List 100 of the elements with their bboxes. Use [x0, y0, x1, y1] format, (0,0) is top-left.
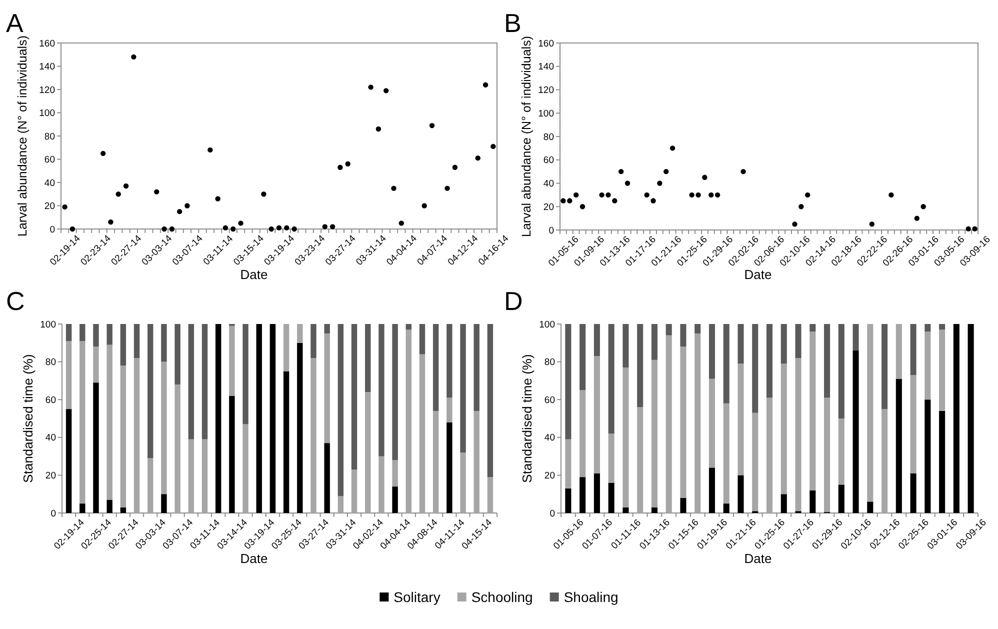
bar	[708, 378, 715, 468]
legend-label: Solitary	[394, 588, 440, 605]
point	[914, 216, 920, 221]
bar	[910, 375, 916, 474]
bar	[242, 324, 248, 424]
point	[230, 226, 236, 232]
bar	[838, 324, 844, 418]
bar	[953, 324, 960, 513]
y-tick-label: 40	[544, 432, 555, 444]
point	[162, 226, 167, 232]
bar	[896, 378, 902, 513]
bar	[608, 434, 614, 483]
bar	[80, 341, 86, 504]
bar	[780, 494, 787, 513]
y-axis-title: Larval abundance (N° of individuals)	[519, 36, 534, 237]
bar	[723, 324, 730, 404]
point	[123, 183, 129, 189]
bar	[310, 358, 316, 513]
bar	[446, 324, 452, 398]
bar	[824, 398, 830, 512]
bar	[446, 422, 452, 513]
bar	[651, 324, 658, 360]
point	[644, 192, 650, 198]
legend-label: Shoaling	[564, 588, 618, 605]
bar	[93, 382, 99, 513]
bar	[202, 439, 208, 513]
bar	[351, 324, 358, 470]
bar	[924, 400, 931, 513]
bar	[896, 324, 902, 379]
bar	[723, 504, 730, 513]
bar	[310, 324, 316, 358]
point	[664, 168, 669, 174]
bar	[66, 341, 72, 410]
bar	[738, 475, 744, 513]
bar	[270, 324, 276, 513]
y-tick-label: 80	[45, 357, 56, 368]
y-tick-label: 100	[538, 108, 554, 120]
point	[62, 204, 68, 210]
bar	[939, 324, 946, 330]
point	[920, 204, 926, 210]
y-tick-label: 60	[45, 394, 56, 406]
legend-label: Schooling	[471, 588, 533, 605]
point	[573, 192, 579, 198]
point	[338, 164, 343, 170]
y-tick-label: 20	[45, 470, 56, 482]
bar	[795, 358, 802, 512]
bar	[106, 344, 112, 500]
y-tick-label: 100	[539, 319, 555, 330]
bar	[297, 342, 303, 513]
y-tick-label: 0	[50, 508, 56, 520]
x-axis-title: Date	[744, 551, 772, 566]
point	[580, 204, 586, 210]
bar	[120, 366, 126, 508]
point	[475, 155, 480, 161]
bar	[594, 356, 600, 474]
y-tick-label: 100	[40, 319, 56, 330]
chart-title: B	[504, 8, 522, 38]
bar	[810, 332, 816, 490]
bar	[419, 354, 426, 513]
bar	[297, 324, 303, 343]
bar	[867, 502, 874, 513]
point	[624, 180, 630, 186]
x-axis-title: Date	[744, 267, 772, 282]
bar	[106, 324, 112, 345]
point	[490, 144, 496, 150]
bar	[608, 482, 614, 513]
point	[560, 198, 566, 204]
point	[276, 225, 282, 230]
bar	[680, 498, 686, 513]
bar	[810, 324, 816, 332]
y-axis-title: Standardised time (%)	[520, 354, 535, 483]
bar	[594, 324, 600, 356]
point	[398, 220, 404, 226]
bar	[66, 409, 72, 513]
bar	[93, 324, 99, 347]
bar	[924, 324, 931, 332]
bar	[242, 424, 248, 513]
point	[429, 122, 435, 128]
point	[657, 180, 662, 186]
y-tick-label: 60	[544, 394, 555, 406]
bar	[446, 398, 452, 422]
bar	[365, 324, 371, 392]
bar	[910, 324, 916, 376]
bar	[694, 324, 701, 334]
y-tick-label: 0	[550, 508, 555, 520]
point	[567, 198, 572, 204]
bar	[229, 396, 235, 513]
y-tick-label: 140	[39, 62, 55, 73]
bar	[882, 409, 888, 513]
bar	[351, 470, 358, 513]
point	[599, 192, 604, 198]
point	[804, 192, 810, 198]
bar	[565, 488, 572, 513]
point	[444, 186, 450, 191]
bar	[106, 500, 112, 513]
point	[345, 161, 350, 166]
bar	[580, 390, 586, 478]
bar	[174, 384, 180, 513]
bar	[324, 333, 330, 444]
bar	[229, 326, 235, 396]
